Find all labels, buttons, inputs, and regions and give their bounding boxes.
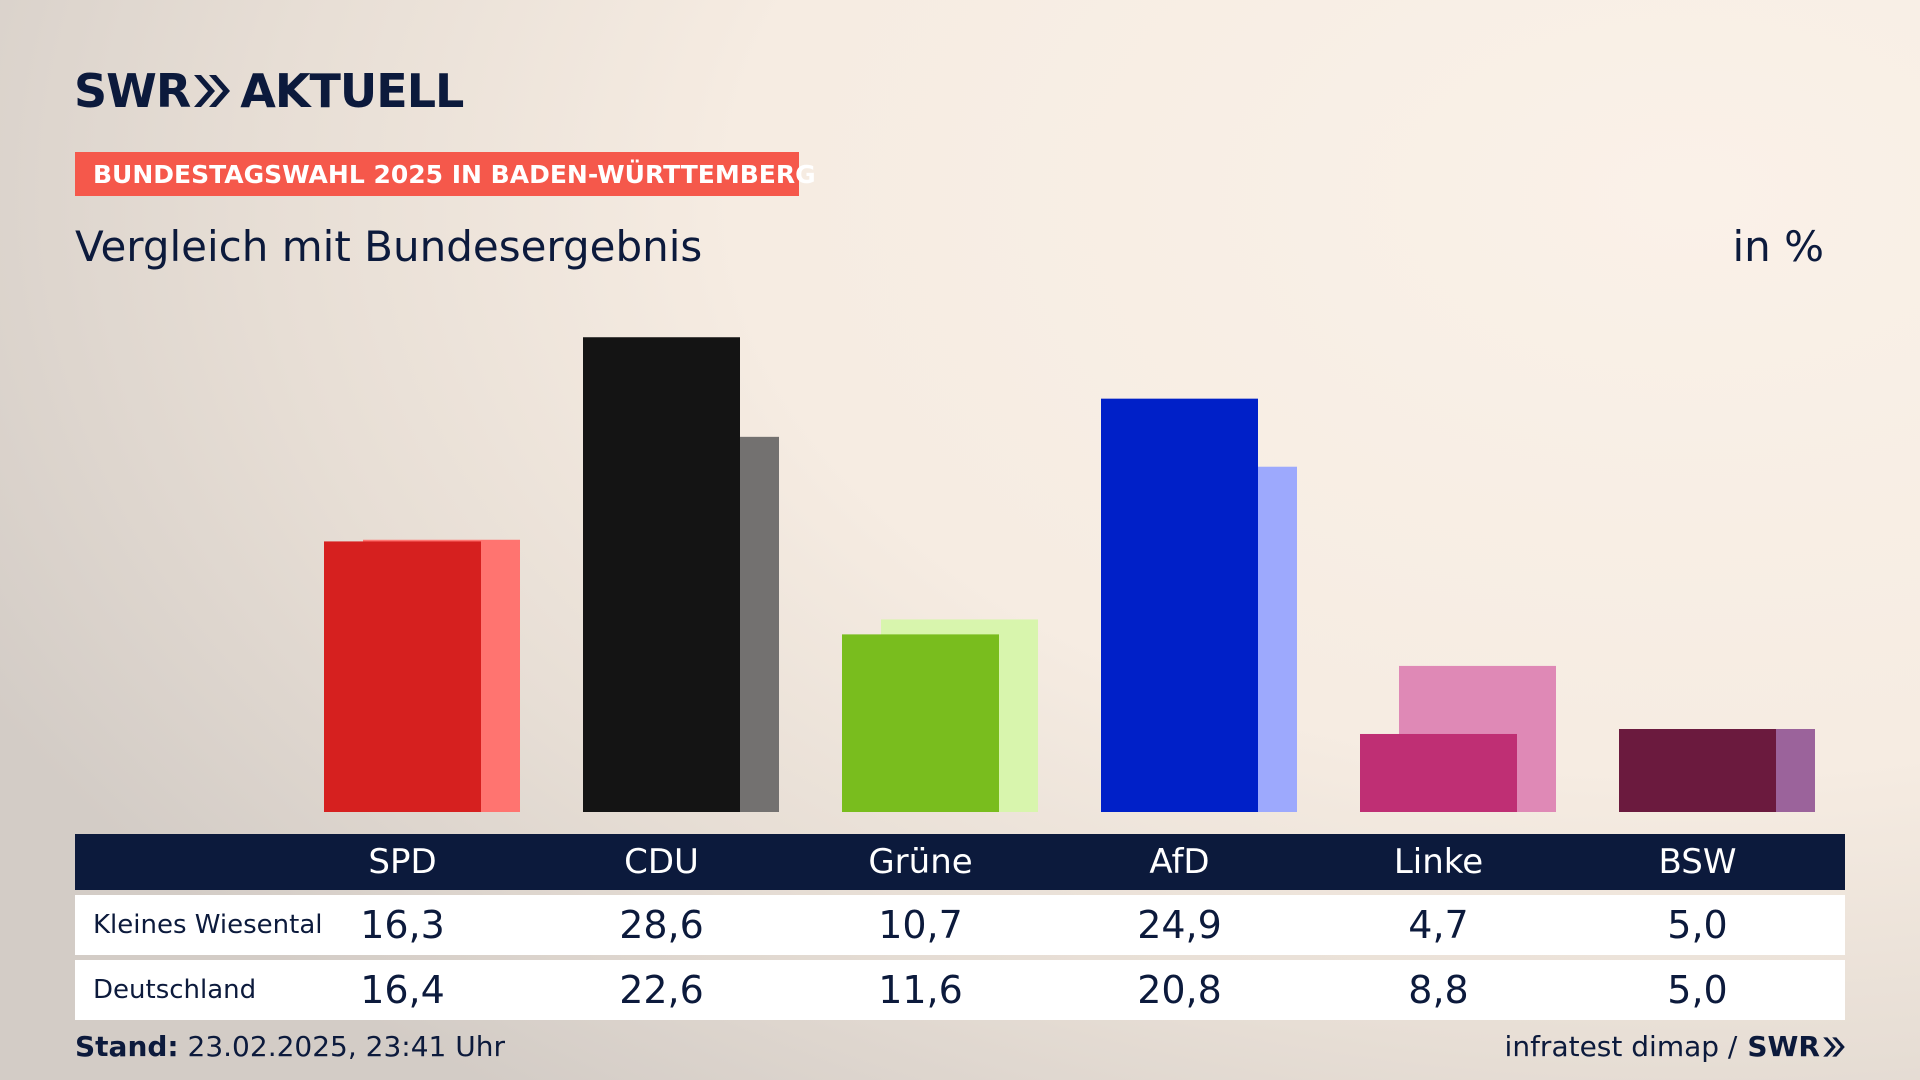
column-header-bsw: BSW <box>1658 842 1737 882</box>
banner-text: BUNDESTAGSWAHL 2025 IN BADEN-WÜRTTEMBERG <box>93 160 816 189</box>
value-cell-grüne: 10,7 <box>878 903 963 947</box>
election-banner: BUNDESTAGSWAHL 2025 IN BADEN-WÜRTTEMBERG <box>75 152 816 196</box>
timestamp: Stand: 23.02.2025, 23:41 Uhr <box>75 1030 505 1063</box>
value-cell-cdu: 28,6 <box>619 903 704 947</box>
column-header-cdu: CDU <box>624 842 699 882</box>
chart-subtitle: Vergleich mit Bundesergebnis <box>75 222 703 271</box>
value-cell-grüne: 11,6 <box>878 968 963 1012</box>
table-row: Kleines Wiesental 16,3 28,6 10,7 24,9 4,7 5,0 <box>75 895 1845 955</box>
logo-aktuell-text: AKTUELL <box>240 64 464 118</box>
bar-local-linke <box>1360 733 1517 812</box>
value-cell-linke: 4,7 <box>1408 903 1469 947</box>
swr-mini-logo: SWR <box>1747 1030 1820 1063</box>
double-chevron-icon <box>194 75 231 107</box>
bar-local-grüne <box>842 634 999 812</box>
unit-label: in % <box>1732 222 1824 271</box>
table-row: Deutschland 16,4 22,6 11,6 20,8 8,8 5,0 <box>75 960 1845 1020</box>
column-header-grüne: Grüne <box>868 842 973 882</box>
value-cell-afd: 24,9 <box>1137 903 1222 947</box>
bar-local-afd <box>1101 398 1258 812</box>
bar-chart <box>324 337 1815 812</box>
logo-swr-text: SWR <box>74 64 191 118</box>
results-table: SPD CDU Grüne AfD Linke BSW Kleines Wiesental… <box>75 834 1845 1020</box>
value-cell-cdu: 22,6 <box>619 968 704 1012</box>
source-text: infratest dimap / <box>1504 1030 1738 1063</box>
bar-local-spd <box>324 541 481 812</box>
row-label-local: Kleines Wiesental <box>93 910 323 940</box>
double-chevron-icon <box>1823 1036 1845 1057</box>
row-label-national: Deutschland <box>93 975 257 1005</box>
stand-value: 23.02.2025, 23:41 Uhr <box>187 1030 505 1063</box>
stand-label: Stand: <box>75 1030 179 1063</box>
value-cell-bsw: 5,0 <box>1667 968 1728 1012</box>
bar-local-cdu <box>583 337 740 812</box>
source-credit: infratest dimap / SWR <box>1505 1030 1846 1063</box>
swr-aktuell-logo: SWR AKTUELL <box>74 64 464 118</box>
value-cell-afd: 20,8 <box>1137 968 1222 1012</box>
column-header-linke: Linke <box>1393 842 1484 882</box>
value-cell-spd: 16,3 <box>360 903 445 947</box>
column-header-afd: AfD <box>1149 842 1210 882</box>
column-header-spd: SPD <box>368 842 437 882</box>
value-cell-bsw: 5,0 <box>1667 903 1728 947</box>
value-cell-linke: 8,8 <box>1408 968 1469 1012</box>
table-header-row: SPD CDU Grüne AfD Linke BSW <box>75 834 1845 890</box>
bar-local-bsw <box>1619 729 1776 812</box>
value-cell-spd: 16,4 <box>360 968 445 1012</box>
